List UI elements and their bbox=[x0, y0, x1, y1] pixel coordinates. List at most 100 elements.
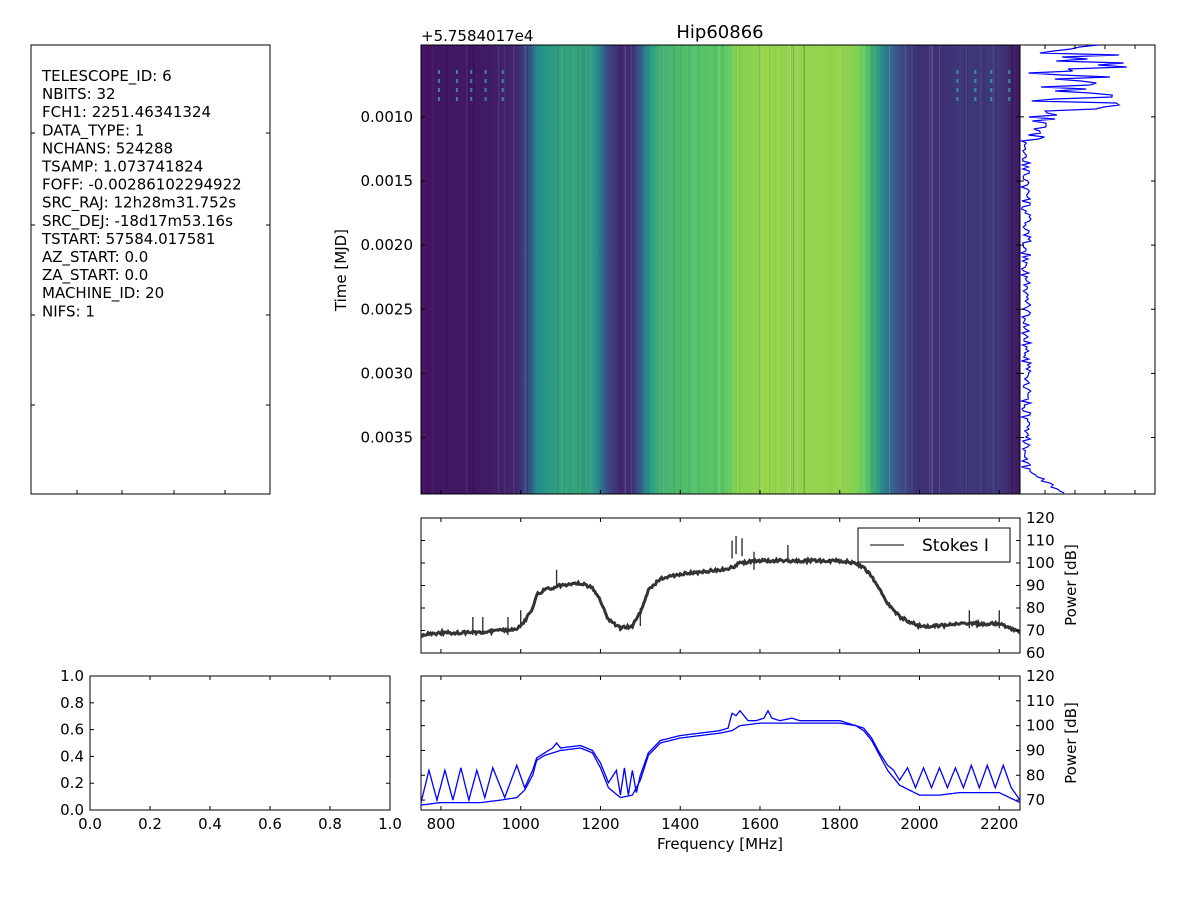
frequency-x-tick-label: 1600 bbox=[741, 815, 779, 833]
waterfall-y-tick-label: 0.0010 bbox=[361, 108, 414, 126]
waterfall-rfi-blip-6-1 bbox=[974, 79, 977, 83]
spectrum-y-tick-label: 80 bbox=[1026, 599, 1045, 617]
spectrum-minmax-ticks: 70 80 90 100 110 120 800 1000 1200 1400 1600 1800 20… bbox=[421, 667, 1055, 833]
waterfall-rfi-blip-4-2 bbox=[501, 88, 504, 92]
waterfall-rfi-blip-1-2 bbox=[455, 88, 458, 92]
header-row-6: FOFF: -0.00286102294922 bbox=[42, 176, 242, 194]
legend-label-stokes-i: Stokes I bbox=[922, 536, 989, 556]
waterfall-rfi-blip-8-0 bbox=[1008, 70, 1011, 74]
frequency-x-tick-label: 2000 bbox=[900, 815, 938, 833]
frequency-x-tick-label: 800 bbox=[427, 815, 456, 833]
spectrum-minmax-plot bbox=[420, 709, 1021, 806]
spectrum-panel: 60 70 80 90 100 110 120 Power [dB] Stokes I bbox=[420, 509, 1080, 662]
empty-axes-y-tick-label: 0.8 bbox=[60, 694, 84, 712]
spectrum-ticks: 60 70 80 90 100 110 120 bbox=[421, 509, 1055, 662]
spectrum-minmax-series-0 bbox=[420, 722, 1021, 806]
waterfall-y-tick-label: 0.0020 bbox=[361, 236, 414, 254]
waterfall-rfi-blip-1-0 bbox=[455, 70, 458, 74]
waterfall-rfi-blip-5-1 bbox=[956, 79, 959, 83]
spectrum-y-axis-label: Power [dB] bbox=[1062, 544, 1080, 626]
waterfall-rfi-blip-7-2 bbox=[990, 88, 993, 92]
waterfall-title: Hip60866 bbox=[676, 22, 763, 43]
waterfall-rfi-blip-7-3 bbox=[990, 97, 993, 101]
waterfall-rfi-blip-0-1 bbox=[437, 79, 440, 83]
waterfall-y-tick-label: 0.0030 bbox=[361, 364, 414, 382]
waterfall-rfi-blip-5-3 bbox=[956, 97, 959, 101]
empty-axes-ticks: 0.0 0.2 0.4 0.6 0.8 1.0 0.0 0.2 0.4 0.6 0.8 1.0 bbox=[60, 667, 402, 833]
waterfall-ticks: 0.0010 0.0015 0.0020 0.0025 0.0030 0.0035 bbox=[361, 108, 1020, 494]
spectrum-minmax-panel: 70 80 90 100 110 120 800 1000 1200 1400 1600 1800 20… bbox=[420, 667, 1080, 853]
waterfall-rfi-blip-6-3 bbox=[974, 97, 977, 101]
waterfall-rfi-blip-8-3 bbox=[1008, 97, 1011, 101]
spectrum-y-tick-label: 120 bbox=[1026, 509, 1055, 527]
header-row-10: AZ_START: 0.0 bbox=[42, 248, 148, 267]
header-row-7: SRC_RAJ: 12h28m31.752s bbox=[42, 194, 236, 213]
waterfall-rfi-blip-7-0 bbox=[990, 70, 993, 74]
spectrum-minmax-y-tick-label: 120 bbox=[1026, 667, 1055, 685]
waterfall-rfi-blip-8-2 bbox=[1008, 88, 1011, 92]
empty-axes-panel: 0.0 0.2 0.4 0.6 0.8 1.0 0.0 0.2 0.4 0.6 0.8 1.0 bbox=[60, 667, 402, 833]
waterfall-y-axis-label: Time [MJD] bbox=[332, 229, 350, 312]
waterfall-rfi-blip-1-3 bbox=[455, 97, 458, 101]
spectrum-y-tick-label: 70 bbox=[1026, 622, 1045, 640]
spectrum-plot bbox=[420, 536, 1021, 638]
spectrum-legend: Stokes I bbox=[857, 527, 1011, 563]
empty-axes-y-tick-label: 0.0 bbox=[60, 801, 84, 819]
waterfall-rfi-blip-8-1 bbox=[1008, 79, 1011, 83]
spectrum-minmax-y-tick-label: 100 bbox=[1026, 717, 1055, 735]
time-series-line bbox=[1018, 44, 1127, 494]
header-row-11: ZA_START: 0.0 bbox=[42, 266, 148, 285]
spectrum-minmax-y-tick-label: 80 bbox=[1026, 766, 1045, 784]
waterfall-rfi-blip-0-0 bbox=[437, 70, 440, 74]
spectrum-minmax-y-tick-label: 90 bbox=[1026, 741, 1045, 759]
frequency-axis-label: Frequency [MHz] bbox=[657, 835, 783, 853]
header-ticks bbox=[31, 132, 270, 494]
waterfall-offset-text: +5.7584017e4 bbox=[421, 27, 533, 45]
empty-axes-frame bbox=[89, 675, 391, 811]
waterfall-y-tick-label: 0.0025 bbox=[361, 300, 414, 318]
waterfall-rfi-blip-3-2 bbox=[484, 88, 487, 92]
header-row-4: NCHANS: 524288 bbox=[42, 139, 173, 157]
waterfall-rfi-blip-0-2 bbox=[437, 88, 440, 92]
frequency-x-tick-label: 1400 bbox=[661, 815, 699, 833]
header-row-5: TSAMP: 1.073741824 bbox=[41, 158, 203, 176]
empty-axes-x-tick-label: 1.0 bbox=[378, 815, 402, 833]
spectrum-minmax-series-1 bbox=[420, 709, 1021, 803]
waterfall-y-tick-label: 0.0035 bbox=[361, 429, 414, 447]
header-row-8: SRC_DEJ: -18d17m53.16s bbox=[42, 212, 233, 231]
header-row-2: FCH1: 2251.46341324 bbox=[42, 103, 211, 121]
waterfall-rfi-blip-2-3 bbox=[470, 97, 473, 101]
spectrum-y-tick-label: 110 bbox=[1026, 532, 1055, 550]
waterfall-rfi-blip-5-2 bbox=[956, 88, 959, 92]
waterfall-rfi-blip-4-3 bbox=[501, 97, 504, 101]
empty-axes-y-tick-label: 0.6 bbox=[60, 721, 84, 739]
spectrum-minmax-y-axis-label: Power [dB] bbox=[1062, 702, 1080, 784]
waterfall-rfi-streaks bbox=[423, 45, 1013, 494]
waterfall-rfi-blip-2-0 bbox=[470, 70, 473, 74]
spectrum-y-tick-label: 100 bbox=[1026, 554, 1055, 572]
frequency-x-tick-label: 1800 bbox=[821, 815, 859, 833]
header-row-3: DATA_TYPE: 1 bbox=[42, 121, 144, 140]
waterfall-rfi-blip-3-1 bbox=[484, 79, 487, 83]
empty-axes-x-tick-label: 0.6 bbox=[258, 815, 282, 833]
waterfall-rfi-blip-2-1 bbox=[470, 79, 473, 83]
waterfall-rfi-blip-3-3 bbox=[484, 97, 487, 101]
waterfall-panel: 0.0010 0.0015 0.0020 0.0025 0.0030 0.0035 Hip… bbox=[332, 22, 1021, 495]
header-frame bbox=[30, 44, 271, 495]
waterfall-rfi-blip-7-1 bbox=[990, 79, 993, 83]
spectrum-y-tick-label: 60 bbox=[1026, 644, 1045, 662]
waterfall-rfi-blip-6-2 bbox=[974, 88, 977, 92]
waterfall-rfi-blip-2-2 bbox=[470, 88, 473, 92]
time-series-panel bbox=[1018, 44, 1156, 495]
frequency-x-tick-label: 1000 bbox=[502, 815, 540, 833]
spectrum-minmax-y-tick-label: 70 bbox=[1026, 791, 1045, 809]
spectrum-y-tick-label: 90 bbox=[1026, 577, 1045, 595]
spectrum-minmax-frame bbox=[420, 675, 1021, 811]
empty-axes-y-tick-label: 1.0 bbox=[60, 667, 84, 685]
waterfall-rfi-blip-3-0 bbox=[484, 70, 487, 74]
waterfall-image bbox=[421, 45, 1020, 494]
waterfall-rfi-blip-4-0 bbox=[501, 70, 504, 74]
header-row-9: TSTART: 57584.017581 bbox=[41, 230, 215, 248]
